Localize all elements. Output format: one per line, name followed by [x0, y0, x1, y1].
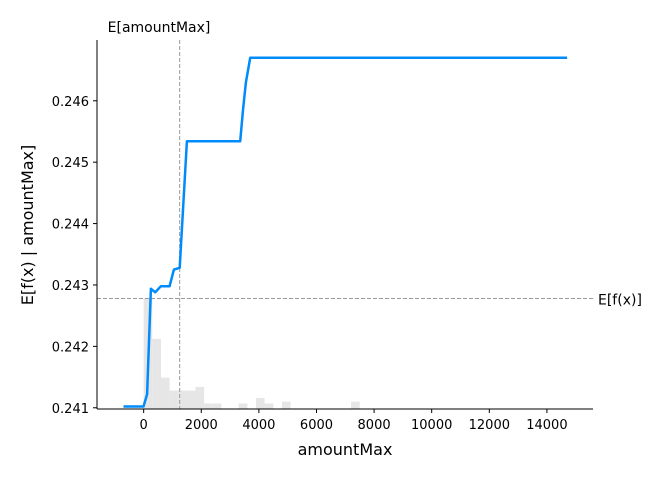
ticks: 0 2000 4000 6000 8000 10000 12000 14000 0.241 0.2… [52, 95, 568, 433]
histogram-bar [238, 403, 248, 409]
histogram-bar [178, 390, 187, 409]
histogram-bar [255, 397, 265, 409]
histogram-bar [195, 386, 205, 409]
y-tick-label: 0.244 [52, 218, 89, 233]
histogram-bar [264, 403, 274, 409]
histogram-bar [160, 377, 170, 409]
expected-x-label: E[amountMax] [108, 20, 211, 36]
histogram-bar [204, 403, 213, 409]
x-tick-label: 12000 [469, 418, 510, 433]
y-axis-label: E[f(x) | amountMax] [18, 145, 37, 306]
y-tick-label: 0.246 [52, 95, 89, 110]
x-tick-label: 8000 [358, 418, 391, 433]
y-tick-label: 0.241 [52, 402, 89, 417]
x-tick-label: 14000 [526, 418, 567, 433]
x-tick-label: 2000 [185, 418, 218, 433]
series-line [123, 56, 568, 408]
histogram-bar [152, 338, 161, 409]
y-tick-label: 0.243 [52, 279, 89, 294]
axes [96, 40, 593, 410]
histogram-bar [186, 390, 196, 409]
x-tick-label: 0 [140, 418, 148, 433]
x-tick-label: 10000 [411, 418, 452, 433]
histogram-bar [169, 390, 179, 409]
dependence-line [123, 56, 568, 408]
histogram-bar [212, 403, 222, 409]
y-tick-label: 0.245 [52, 156, 89, 171]
expected-y-label: E[f(x)] [598, 292, 642, 308]
x-axis-label: amountMax [298, 440, 393, 459]
x-tick-label: 4000 [242, 418, 275, 433]
x-tick-label: 6000 [300, 418, 333, 433]
reference-lines [97, 40, 593, 409]
histogram [143, 298, 360, 409]
y-tick-label: 0.242 [52, 340, 89, 355]
histogram-bar [281, 401, 291, 409]
histogram-bar [351, 401, 360, 409]
